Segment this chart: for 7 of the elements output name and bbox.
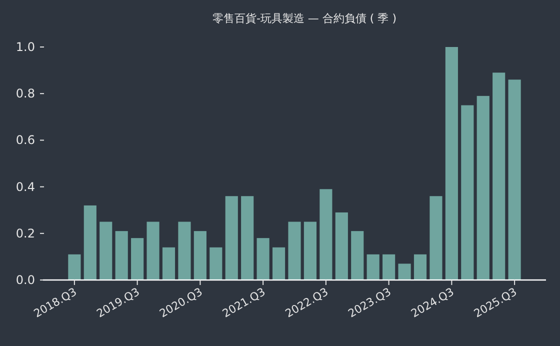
ytick: 0.4 — [16, 180, 35, 194]
ytick: 0.2 — [16, 226, 35, 240]
ytick: 0.6 — [16, 133, 35, 148]
ytick: 0.8 — [16, 86, 35, 101]
ytick: 0.0 — [16, 273, 35, 287]
ytick: 1.0 — [16, 40, 35, 54]
title: 零售百貨-玩具製造 — 合約負債 ( 季 ) — [212, 12, 397, 25]
